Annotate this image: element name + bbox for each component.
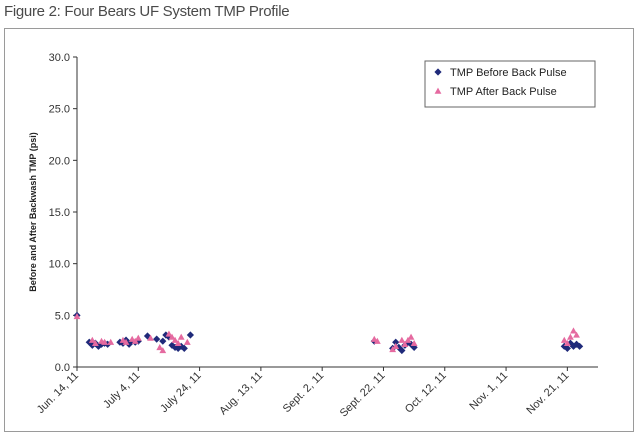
- legend: TMP Before Back Pulse TMP After Back Puls…: [424, 60, 596, 108]
- y-axis-ticks: 0.0 5.0 10.0 15.0 20.0 25.0 30.0: [49, 52, 77, 374]
- point-after-back-pulse: [73, 312, 81, 320]
- point-before-back-pulse: [563, 344, 571, 352]
- point-before-back-pulse: [159, 337, 167, 345]
- point-after-back-pulse: [373, 337, 381, 344]
- point-before-back-pulse: [116, 338, 124, 346]
- point-after-back-pulse: [174, 339, 182, 346]
- point-before-back-pulse: [398, 346, 406, 355]
- point-before-back-pulse: [395, 343, 403, 351]
- x-tick-label: Nov. 1, 11: [467, 370, 510, 413]
- point-after-back-pulse: [177, 333, 185, 340]
- point-after-back-pulse: [407, 333, 415, 340]
- y-tick-label: 15.0: [49, 207, 70, 219]
- point-before-back-pulse: [576, 342, 584, 350]
- legend-label-before: TMP Before Back Pulse: [450, 67, 567, 79]
- x-tick-label: Sept. 2, 11: [281, 370, 327, 416]
- point-after-back-pulse: [183, 338, 191, 345]
- point-after-back-pulse: [389, 346, 397, 353]
- point-after-back-pulse: [165, 330, 173, 337]
- point-after-back-pulse: [567, 333, 574, 340]
- point-after-back-pulse: [101, 338, 108, 345]
- point-after-back-pulse: [134, 334, 142, 341]
- series-before-back-pulse: [73, 311, 584, 355]
- x-tick-label: July 4, 11: [101, 370, 142, 411]
- legend-box: [424, 60, 596, 108]
- point-before-back-pulse: [153, 335, 161, 343]
- point-after-back-pulse: [168, 333, 176, 340]
- y-tick-label: 5.0: [55, 310, 70, 322]
- x-tick-label: Aug. 13, 11: [217, 370, 265, 418]
- point-after-back-pulse: [91, 339, 99, 346]
- point-before-back-pulse: [168, 341, 176, 349]
- y-tick-label: 10.0: [49, 259, 70, 271]
- y-axis-title: Before and After Backwash TMP (psi): [28, 132, 38, 292]
- point-after-back-pulse: [401, 340, 409, 347]
- point-after-back-pulse: [147, 334, 154, 341]
- legend-marker-before: [434, 68, 442, 76]
- y-tick-label: 0.0: [55, 362, 70, 374]
- point-after-back-pulse: [159, 347, 167, 354]
- x-tick-label: Jun. 14, 11: [35, 370, 81, 416]
- point-before-back-pulse: [186, 331, 194, 339]
- point-after-back-pulse: [107, 338, 115, 345]
- y-tick-label: 25.0: [49, 104, 70, 116]
- point-before-back-pulse: [180, 344, 188, 352]
- point-before-back-pulse: [569, 342, 578, 350]
- point-after-back-pulse: [570, 327, 577, 334]
- point-after-back-pulse: [156, 343, 164, 351]
- point-before-back-pulse: [174, 344, 182, 352]
- point-after-back-pulse: [171, 336, 179, 343]
- x-tick-label: Nov. 21, 11: [524, 370, 571, 417]
- x-tick-label: July 24, 11: [158, 370, 204, 416]
- point-after-back-pulse: [404, 336, 412, 343]
- point-after-back-pulse: [392, 342, 400, 350]
- point-after-back-pulse: [131, 337, 139, 344]
- point-before-back-pulse: [560, 342, 568, 350]
- legend-label-after: TMP After Back Pulse: [450, 86, 557, 98]
- point-before-back-pulse: [94, 342, 103, 350]
- x-tick-label: Oct. 12, 11: [403, 370, 449, 416]
- point-after-back-pulse: [410, 339, 418, 346]
- y-tick-label: 30.0: [49, 52, 70, 64]
- data-points: [73, 311, 584, 355]
- point-after-back-pulse: [88, 336, 96, 343]
- figure-title: Figure 2: Four Bears UF System TMP Profi…: [4, 3, 290, 20]
- point-before-back-pulse: [171, 343, 179, 351]
- series-after-back-pulse: [73, 312, 580, 354]
- legend-marker-after: [434, 87, 442, 94]
- point-after-back-pulse: [573, 331, 580, 338]
- point-after-back-pulse: [563, 339, 571, 346]
- point-after-back-pulse: [398, 336, 406, 343]
- point-after-back-pulse: [122, 338, 130, 345]
- point-after-back-pulse: [560, 336, 568, 343]
- y-tick-label: 20.0: [49, 155, 70, 167]
- point-before-back-pulse: [392, 338, 400, 346]
- x-tick-label: Sept. 22, 11: [338, 370, 388, 420]
- x-axis-ticks: Jun. 14, 11 July 4, 11 July 24, 11 Aug. 13,…: [35, 367, 571, 420]
- point-before-back-pulse: [410, 343, 418, 351]
